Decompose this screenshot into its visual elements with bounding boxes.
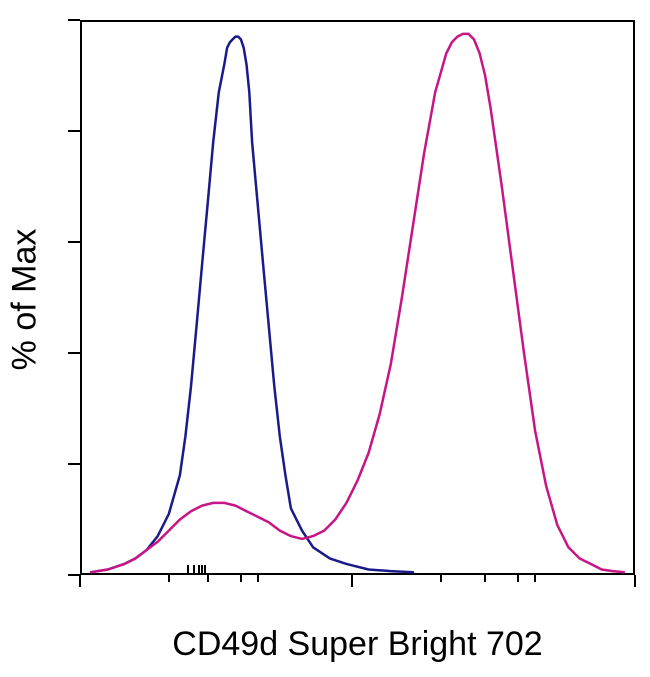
- axis-tick: [517, 575, 519, 582]
- axis-tick: [440, 575, 442, 582]
- axis-tick: [257, 575, 259, 582]
- axis-tick: [68, 130, 80, 132]
- flow-cytometry-histogram: % of Max CD49d Super Bright 702: [0, 0, 650, 677]
- axis-tick: [193, 565, 195, 575]
- histogram-curves: [0, 0, 650, 677]
- axis-tick: [207, 575, 209, 582]
- axis-tick: [484, 575, 486, 582]
- axis-tick: [68, 19, 80, 21]
- axis-tick: [187, 565, 189, 575]
- series-control: [91, 37, 413, 573]
- axis-tick: [634, 575, 636, 587]
- axis-tick: [204, 565, 206, 575]
- y-axis-label: % of Max: [6, 209, 45, 389]
- axis-tick: [201, 565, 203, 575]
- axis-tick: [534, 575, 536, 582]
- axis-tick: [68, 352, 80, 354]
- x-axis-label: CD49d Super Bright 702: [80, 625, 635, 664]
- axis-tick: [68, 241, 80, 243]
- series-stained: [91, 34, 624, 572]
- axis-tick: [68, 463, 80, 465]
- axis-tick: [351, 575, 353, 587]
- axis-tick: [168, 575, 170, 582]
- axis-tick: [198, 565, 200, 575]
- axis-tick: [240, 575, 242, 582]
- axis-tick: [79, 575, 81, 587]
